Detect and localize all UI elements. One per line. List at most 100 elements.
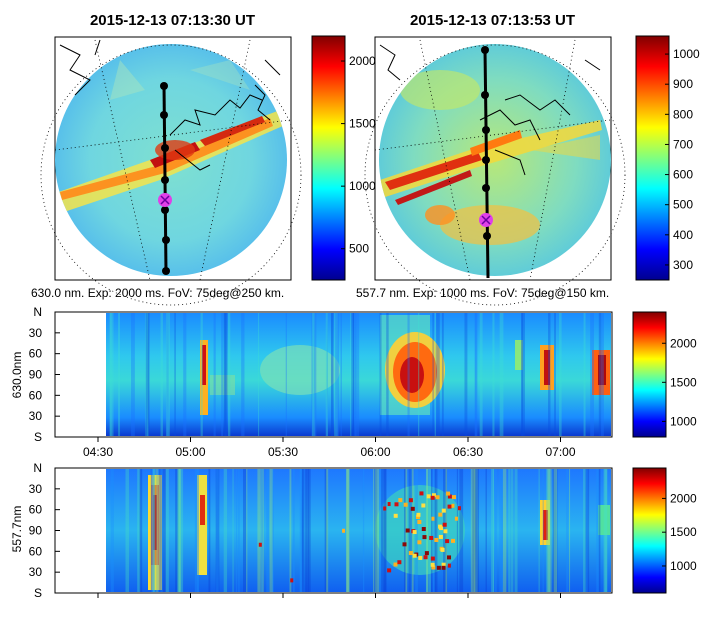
keogram-streak — [521, 313, 523, 436]
keogram-streak — [160, 469, 164, 592]
keogram-streak — [407, 313, 410, 436]
keogram-streak — [223, 313, 227, 436]
keogram-streak — [379, 469, 383, 592]
keogram-streak — [156, 469, 158, 592]
keogram-speckle — [430, 495, 435, 500]
keogram-speckle — [418, 555, 423, 560]
keogram-streak — [552, 469, 556, 592]
keogram-speckle — [447, 494, 452, 499]
keogram-streak — [147, 313, 149, 436]
keogram-streak — [216, 469, 219, 592]
colorbar-tick-label: 800 — [673, 107, 693, 121]
x-tick-label: 04:30 — [83, 445, 113, 459]
keogram-speckle — [431, 565, 436, 570]
keogram-speckle — [383, 506, 387, 511]
keogram-streak — [326, 469, 329, 592]
keogram-streak — [470, 469, 474, 592]
keogram-streak — [304, 469, 307, 592]
keogram-streak — [346, 469, 349, 592]
colorbar-tick-label: 2000 — [349, 54, 376, 68]
y-tick-label: 90 — [29, 524, 43, 538]
keogram-streak — [166, 313, 170, 436]
keogram-streak — [194, 469, 199, 592]
keogram-streak — [384, 469, 386, 592]
keogram-streak — [227, 313, 231, 436]
keogram-streak — [435, 469, 438, 592]
keogram-streak — [313, 313, 317, 436]
right-colorbar: 300 400 500 600 700 800 900 1000 — [635, 35, 700, 281]
keogram-streak — [159, 469, 162, 592]
x-tick-label: 06:00 — [360, 445, 390, 459]
keogram-streak — [556, 469, 558, 592]
keogram-speckle — [435, 495, 440, 500]
left-allsky-image — [40, 36, 302, 306]
colorbar-tick-label: 1500 — [670, 525, 697, 539]
keogram-streak — [110, 469, 114, 592]
keogram-streak — [600, 313, 604, 436]
keogram-streak — [258, 313, 260, 436]
keogram-streak — [289, 469, 292, 592]
keogram-streak — [353, 313, 355, 436]
keogram-speckle — [258, 542, 262, 547]
keogram-streak — [307, 469, 311, 592]
keogram-streak — [156, 469, 160, 592]
y-tick-label: 30 — [29, 326, 43, 340]
keogram-speckle — [421, 503, 426, 508]
keogram-streak — [492, 469, 495, 592]
keogram-streak — [178, 469, 182, 592]
keogram-streak — [162, 469, 166, 592]
keogram-streak — [459, 469, 464, 592]
keogram-speckle — [410, 506, 415, 511]
keogram-streak — [428, 469, 431, 592]
keogram-streak — [311, 313, 314, 436]
keogram-speckle — [440, 547, 445, 552]
keogram-speckle — [447, 504, 452, 509]
keogram-streak — [137, 469, 140, 592]
keogram-streak — [110, 313, 114, 436]
keogram-streak — [312, 313, 316, 436]
keogram-speckle — [429, 535, 434, 540]
keogram-streak — [174, 313, 176, 436]
keogram-streak — [492, 313, 495, 436]
y-tick-label: S — [34, 430, 42, 444]
keogram-streak — [566, 469, 569, 592]
keogram-speckle — [441, 565, 446, 570]
keogram-streak — [508, 469, 511, 592]
keogram-streak — [431, 469, 433, 592]
keogram-speckle — [447, 555, 452, 560]
keogram-streak — [426, 469, 429, 592]
keogram-streak — [471, 469, 475, 592]
right-image-caption: 557.7 nm. Exp: 1000 ms. FoV: 75deg@150 k… — [356, 286, 610, 300]
keogram-streak — [501, 469, 503, 592]
keogram-streak — [384, 469, 387, 592]
keogram-streak — [473, 469, 477, 592]
keogram-streak — [335, 313, 340, 436]
keogram-streak — [266, 469, 270, 592]
y-tick-label: 30 — [29, 482, 43, 496]
keogram-speckle — [397, 560, 402, 565]
keogram-speckle — [423, 555, 428, 560]
keogram-streak — [436, 313, 440, 436]
keogram-streak — [542, 469, 544, 592]
keogram-streak — [261, 469, 263, 592]
colorbar-tick-label: 2000 — [670, 491, 697, 505]
keogram-speckle — [454, 516, 458, 521]
keogram-speckle — [452, 495, 457, 500]
keogram-streak — [569, 469, 571, 592]
keogram-streak — [553, 469, 557, 592]
keogram-speckle — [387, 502, 391, 507]
keogram-streak — [223, 469, 228, 592]
keogram-speckle — [430, 556, 435, 561]
keogram-streak — [479, 313, 483, 436]
keogram-streak — [346, 469, 350, 592]
keogram-streak — [165, 469, 169, 592]
keogram-streak — [285, 313, 287, 436]
keogram-streak — [456, 469, 458, 592]
keogram-speckle — [431, 516, 435, 521]
keogram-speckle — [434, 537, 439, 542]
left-image-caption: 630.0 nm. Exp: 2000 ms. FoV: 75deg@250 k… — [31, 286, 285, 300]
keogram-streak — [432, 313, 434, 436]
keogram-streak — [150, 469, 152, 592]
keogram-streak — [499, 469, 503, 592]
